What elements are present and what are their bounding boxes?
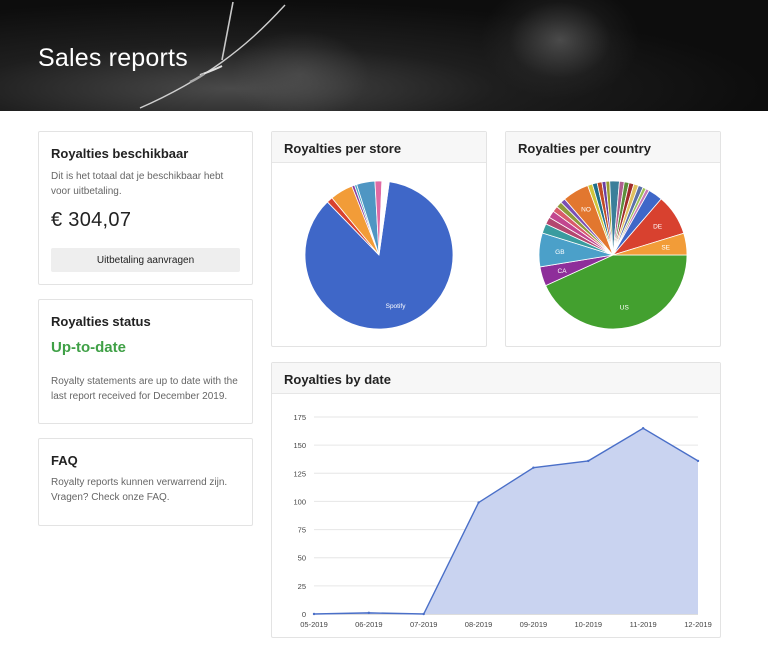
- x-tick-label: 10-2019: [575, 620, 603, 629]
- date-area-chart: 0 25 50 75 100 125 150 175 05-2019 06-2019 07-2019…: [293, 413, 712, 629]
- country-pie-chart-area: US CA GB NO DE SE: [506, 163, 720, 346]
- pie-slice[interactable]: [612, 232, 688, 256]
- store-pie-chart-area: Spotify: [272, 163, 486, 346]
- royalties-per-country-card: Royalties per country US CA GB NO DE SE: [505, 131, 721, 347]
- data-point[interactable]: [641, 427, 645, 430]
- pie-slice[interactable]: [378, 180, 390, 256]
- y-tick-label: 175: [293, 413, 306, 422]
- card-description: Dit is het totaal dat je beschikbaar heb…: [51, 171, 224, 197]
- y-tick-label: 25: [298, 582, 306, 591]
- pie-slice[interactable]: [304, 181, 454, 330]
- y-tick-label: 100: [293, 497, 306, 506]
- x-tick-label: 12-2019: [684, 620, 712, 629]
- card-title: Royalties beschikbaar: [51, 146, 189, 161]
- x-tick-label: 09-2019: [520, 620, 548, 629]
- series-line[interactable]: [313, 427, 699, 615]
- pie-slice-label: Spotify: [386, 303, 407, 310]
- banner-light-glow: [480, 0, 640, 100]
- page-title: Sales reports: [38, 44, 188, 72]
- data-point[interactable]: [696, 459, 700, 463]
- card-title: FAQ: [51, 453, 78, 468]
- x-tick-label: 05-2019: [300, 620, 328, 629]
- y-tick-label: 75: [298, 526, 306, 535]
- card-header: Royalties per store: [272, 132, 486, 163]
- card-description: Royalty statements are up to date with t…: [51, 376, 238, 402]
- status-state: Up-to-date: [51, 339, 126, 356]
- data-point[interactable]: [532, 466, 535, 469]
- y-tick-label: 150: [293, 441, 306, 450]
- card-title: Royalties by date: [284, 372, 391, 387]
- card-title: Royalties per country: [518, 141, 651, 156]
- pie-slice-label: CA: [558, 268, 568, 275]
- royalties-status-card: Royalties status Up-to-date Royalty stat…: [38, 299, 253, 424]
- country-pie-chart: US CA GB NO DE SE: [538, 180, 688, 330]
- request-payout-button[interactable]: Uitbetaling aanvragen: [51, 248, 240, 272]
- data-point[interactable]: [312, 612, 316, 616]
- royalties-available-card: Royalties beschikbaar Dit is het totaal …: [38, 131, 253, 285]
- pie-slice-label: DE: [653, 223, 663, 230]
- date-area-chart-area: 0 25 50 75 100 125 150 175 05-2019 06-2019 07-2019…: [272, 394, 720, 637]
- store-pie-chart: Spotify: [304, 180, 454, 330]
- pie-slice-label: NO: [581, 207, 591, 214]
- y-tick-label: 125: [293, 469, 306, 478]
- card-header: Royalties per country: [506, 132, 720, 163]
- pie-slice-label: GB: [555, 249, 564, 256]
- x-tick-label: 07-2019: [410, 620, 438, 629]
- data-point[interactable]: [367, 611, 371, 615]
- data-point[interactable]: [477, 501, 480, 504]
- banner-wires-graphic: [139, 1, 286, 109]
- card-header: Royalties by date: [272, 363, 720, 394]
- banner-light-glow: [230, 30, 370, 111]
- y-tick-label: 50: [298, 554, 306, 563]
- royalties-per-store-card: Royalties per store Spotify: [271, 131, 487, 347]
- page-header-banner: Sales reports: [0, 0, 768, 111]
- x-tick-label: 06-2019: [355, 620, 383, 629]
- pie-slice-label: SE: [661, 245, 670, 252]
- available-amount: € 304,07: [51, 209, 132, 231]
- data-point[interactable]: [422, 612, 425, 616]
- data-point[interactable]: [587, 459, 590, 463]
- y-tick-label: 0: [302, 610, 306, 619]
- pie-slice[interactable]: [545, 254, 688, 330]
- card-title: Royalties status: [51, 314, 151, 329]
- faq-card: FAQ Royalty reports kunnen verwarrend zi…: [38, 438, 253, 526]
- pie-slice-label: US: [620, 305, 630, 312]
- royalties-by-date-card: Royalties by date 0 25 50 75 100 125 150 175 05-…: [271, 362, 721, 638]
- area-fill: [314, 428, 698, 614]
- card-description: Royalty reports kunnen verwarrend zijn. …: [51, 477, 228, 503]
- x-tick-label: 08-2019: [465, 620, 493, 629]
- x-tick-label: 11-2019: [630, 620, 657, 629]
- card-title: Royalties per store: [284, 141, 402, 156]
